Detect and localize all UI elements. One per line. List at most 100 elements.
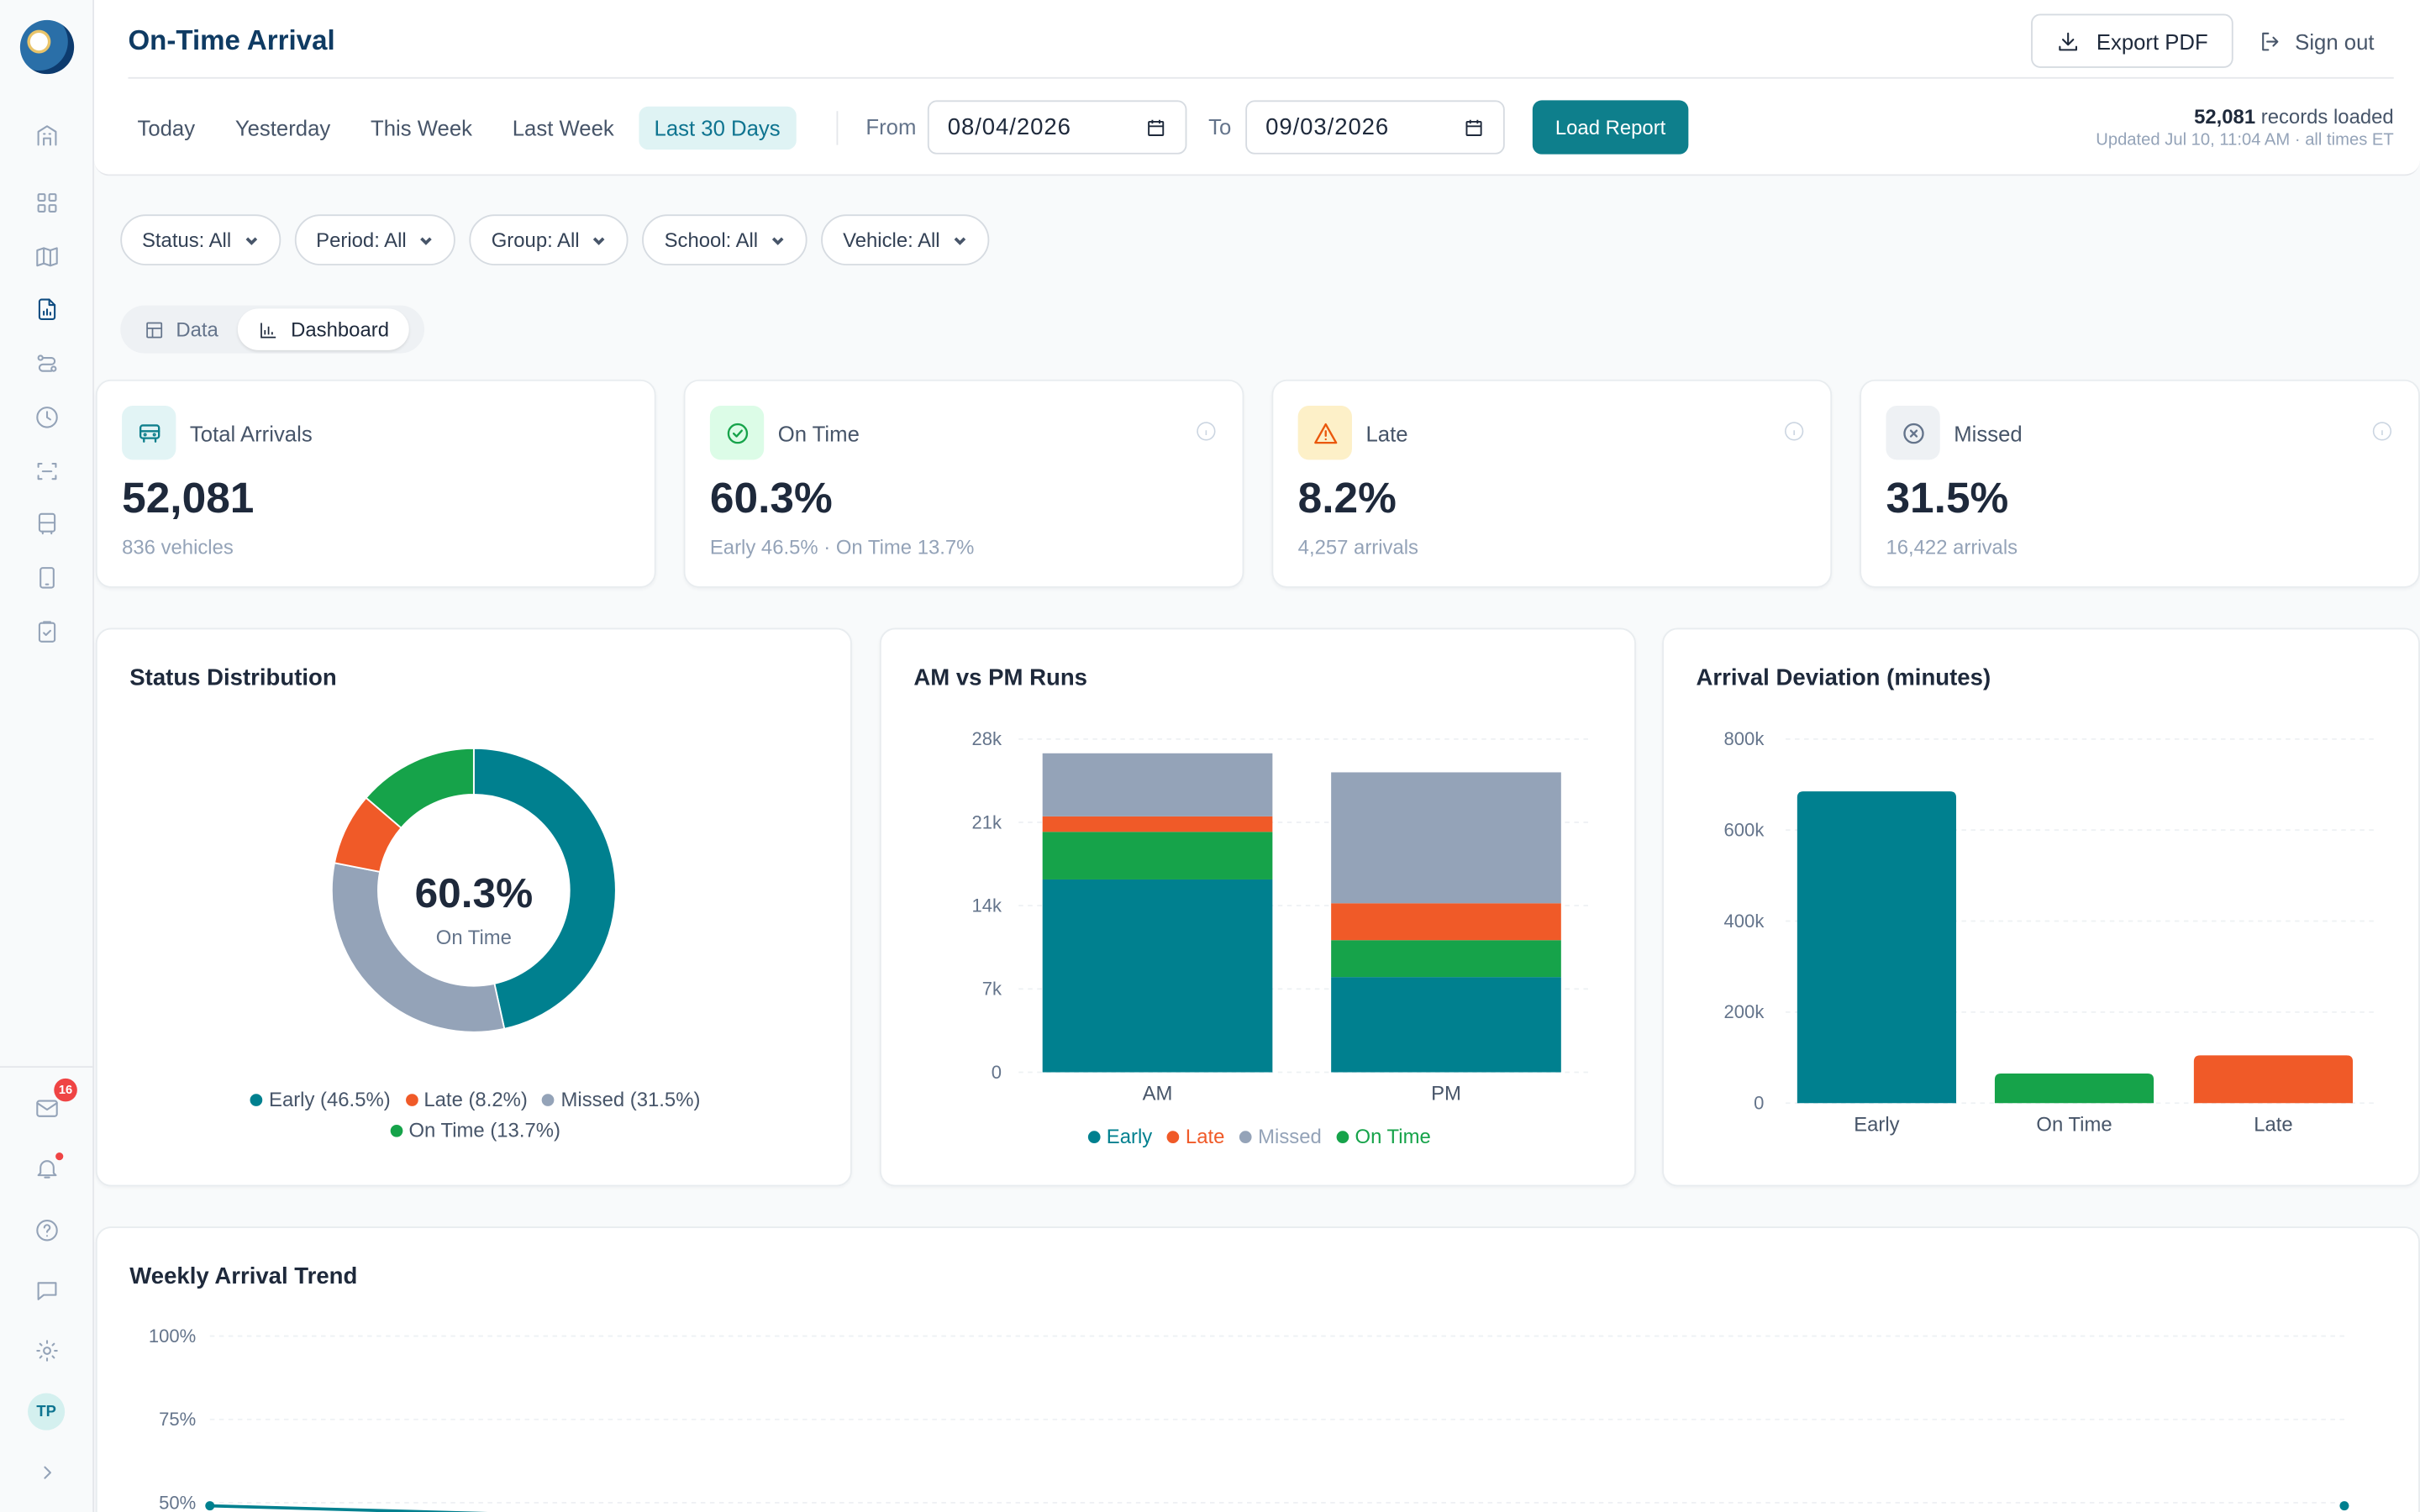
updated-timestamp: Updated Jul 10, 11:04 AM · all times ET <box>2096 131 2394 150</box>
download-icon <box>2059 31 2078 50</box>
chevron-down-icon <box>954 236 966 244</box>
bar-am-late[interactable] <box>1042 816 1273 832</box>
tab-last-30-days[interactable]: Last 30 Days <box>639 106 796 150</box>
legend-label: Early (46.5%) <box>269 1087 391 1111</box>
legend-item-late[interactable]: Late (8.2%) <box>405 1084 528 1116</box>
am-pm-legend: Early Late Missed On Time <box>881 1121 1638 1152</box>
donut-center-label: On Time <box>436 927 512 949</box>
school-filter-label: School: All <box>664 228 759 252</box>
kpi-label: Total Arrivals <box>189 421 313 446</box>
export-pdf-button[interactable]: Export PDF <box>2031 13 2233 68</box>
sign-out-button[interactable]: Sign out <box>2258 14 2375 68</box>
bus-icon <box>122 406 176 460</box>
bar-pm-late[interactable] <box>1331 903 1561 941</box>
load-report-button[interactable]: Load Report <box>1532 100 1689 155</box>
legend-item-late[interactable]: Late <box>1166 1121 1224 1152</box>
expand-sidebar-icon[interactable] <box>33 1458 60 1486</box>
warning-icon <box>1297 406 1352 460</box>
gear-icon[interactable] <box>33 1336 60 1364</box>
kpi-value: 60.3% <box>709 473 833 522</box>
bar-early[interactable] <box>1797 791 1957 1104</box>
clipboard-check-icon[interactable] <box>33 617 60 645</box>
info-icon[interactable] <box>1195 420 1218 444</box>
mail-icon[interactable] <box>33 1094 60 1121</box>
am-pm-runs-card: AM vs PM Runs 0 7k 14k 21k 28k AM PM Early Lat… <box>879 627 1638 1187</box>
route-icon[interactable] <box>33 349 60 376</box>
user-avatar[interactable]: TP <box>28 1393 66 1431</box>
building-icon[interactable] <box>33 120 60 148</box>
vehicle-filter[interactable]: Vehicle: All <box>821 214 990 265</box>
from-date-value: 08/04/2026 <box>947 113 1071 141</box>
group-filter[interactable]: Group: All <box>470 214 629 265</box>
status-filter-label: Status: All <box>141 228 232 252</box>
x-tick-label: AM <box>1143 1083 1173 1105</box>
y-tick-label: 600k <box>1724 819 1765 840</box>
school-filter[interactable]: School: All <box>642 214 808 265</box>
tablet-icon[interactable] <box>33 563 60 591</box>
mail-badge: 16 <box>54 1078 77 1102</box>
legend-item-on-time[interactable]: On Time <box>1336 1121 1431 1152</box>
legend-item-early[interactable]: Early <box>1087 1121 1152 1152</box>
trend-point[interactable] <box>205 1501 215 1511</box>
period-filter[interactable]: Period: All <box>294 214 456 265</box>
bell-icon[interactable] <box>33 1154 60 1182</box>
chat-icon[interactable] <box>33 1276 60 1304</box>
group-filter-label: Group: All <box>491 228 580 252</box>
legend-label: Missed <box>1258 1124 1322 1148</box>
tab-yesterday[interactable]: Yesterday <box>234 115 331 141</box>
trend-line-early[interactable] <box>209 1504 653 1512</box>
x-tick-label: PM <box>1431 1083 1461 1105</box>
legend-item-early[interactable]: Early (46.5%) <box>250 1084 391 1116</box>
records-status: 52,081 records loaded Updated Jul 10, 11… <box>2096 105 2393 150</box>
help-icon[interactable] <box>33 1215 60 1243</box>
donut-slice-missed[interactable] <box>330 862 506 1033</box>
legend-item-missed[interactable]: Missed <box>1239 1121 1322 1152</box>
weekly-trend-card: Weekly Arrival Trend 50% 75% 100% <box>95 1226 2420 1512</box>
data-view-button[interactable]: Data <box>124 308 239 350</box>
info-icon[interactable] <box>1782 420 1806 444</box>
y-tick-label: 100% <box>149 1326 196 1347</box>
scan-icon[interactable] <box>33 457 60 485</box>
legend-item-missed[interactable]: Missed (31.5%) <box>542 1084 700 1116</box>
dashboard-view-button[interactable]: Dashboard <box>238 308 409 350</box>
bus-side-icon[interactable] <box>33 509 60 537</box>
legend-item-on-time[interactable]: On Time (13.7%) <box>390 1116 560 1147</box>
kpi-label: On Time <box>777 421 860 446</box>
kpi-label: Missed <box>1954 421 2023 446</box>
info-icon[interactable] <box>2370 420 2394 444</box>
x-tick-label: On Time <box>2036 1113 2112 1136</box>
tab-today[interactable]: Today <box>137 115 196 141</box>
kpi-subtext: Early 46.5% · On Time 13.7% <box>709 535 975 559</box>
calendar-icon[interactable] <box>1463 117 1485 139</box>
y-tick-label: 50% <box>159 1492 196 1512</box>
app-logo[interactable] <box>19 19 75 75</box>
kpi-subtext: 836 vehicles <box>122 535 234 559</box>
tab-this-week[interactable]: This Week <box>371 115 473 141</box>
bar-pm-on-time[interactable] <box>1331 940 1561 978</box>
dashboard-grid-icon[interactable] <box>33 188 60 216</box>
bar-am-missed[interactable] <box>1042 753 1273 816</box>
status-distribution-card: Status Distribution 60.3% On Time Early … <box>95 627 852 1187</box>
to-date-input[interactable]: 09/03/2026 <box>1245 100 1505 155</box>
calendar-icon[interactable] <box>1145 117 1167 139</box>
bar-late[interactable] <box>2193 1055 2354 1104</box>
kpi-card-missed: Missed 31.5% 16,422 arrivals <box>1860 379 2420 588</box>
from-date-input[interactable]: 08/04/2026 <box>927 100 1187 155</box>
bar-on-time[interactable] <box>1994 1074 2154 1104</box>
tab-last-week[interactable]: Last Week <box>512 115 614 141</box>
trend-point[interactable] <box>2339 1501 2349 1511</box>
kpi-value: 8.2% <box>1297 473 1397 522</box>
page-title: On-Time Arrival <box>128 24 335 56</box>
report-icon[interactable] <box>33 295 60 323</box>
bar-pm-early[interactable] <box>1331 977 1561 1073</box>
donut-slice-early[interactable] <box>472 747 617 1030</box>
clock-icon[interactable] <box>33 402 60 430</box>
bar-am-on-time[interactable] <box>1042 832 1273 879</box>
bar-am-early[interactable] <box>1042 879 1273 1073</box>
donut-slice-on-time[interactable] <box>365 747 475 829</box>
chart-title: Weekly Arrival Trend <box>129 1263 358 1290</box>
status-filter[interactable]: Status: All <box>120 214 281 265</box>
table-icon <box>146 321 163 338</box>
map-icon[interactable] <box>33 242 60 270</box>
bar-pm-missed[interactable] <box>1331 772 1561 904</box>
